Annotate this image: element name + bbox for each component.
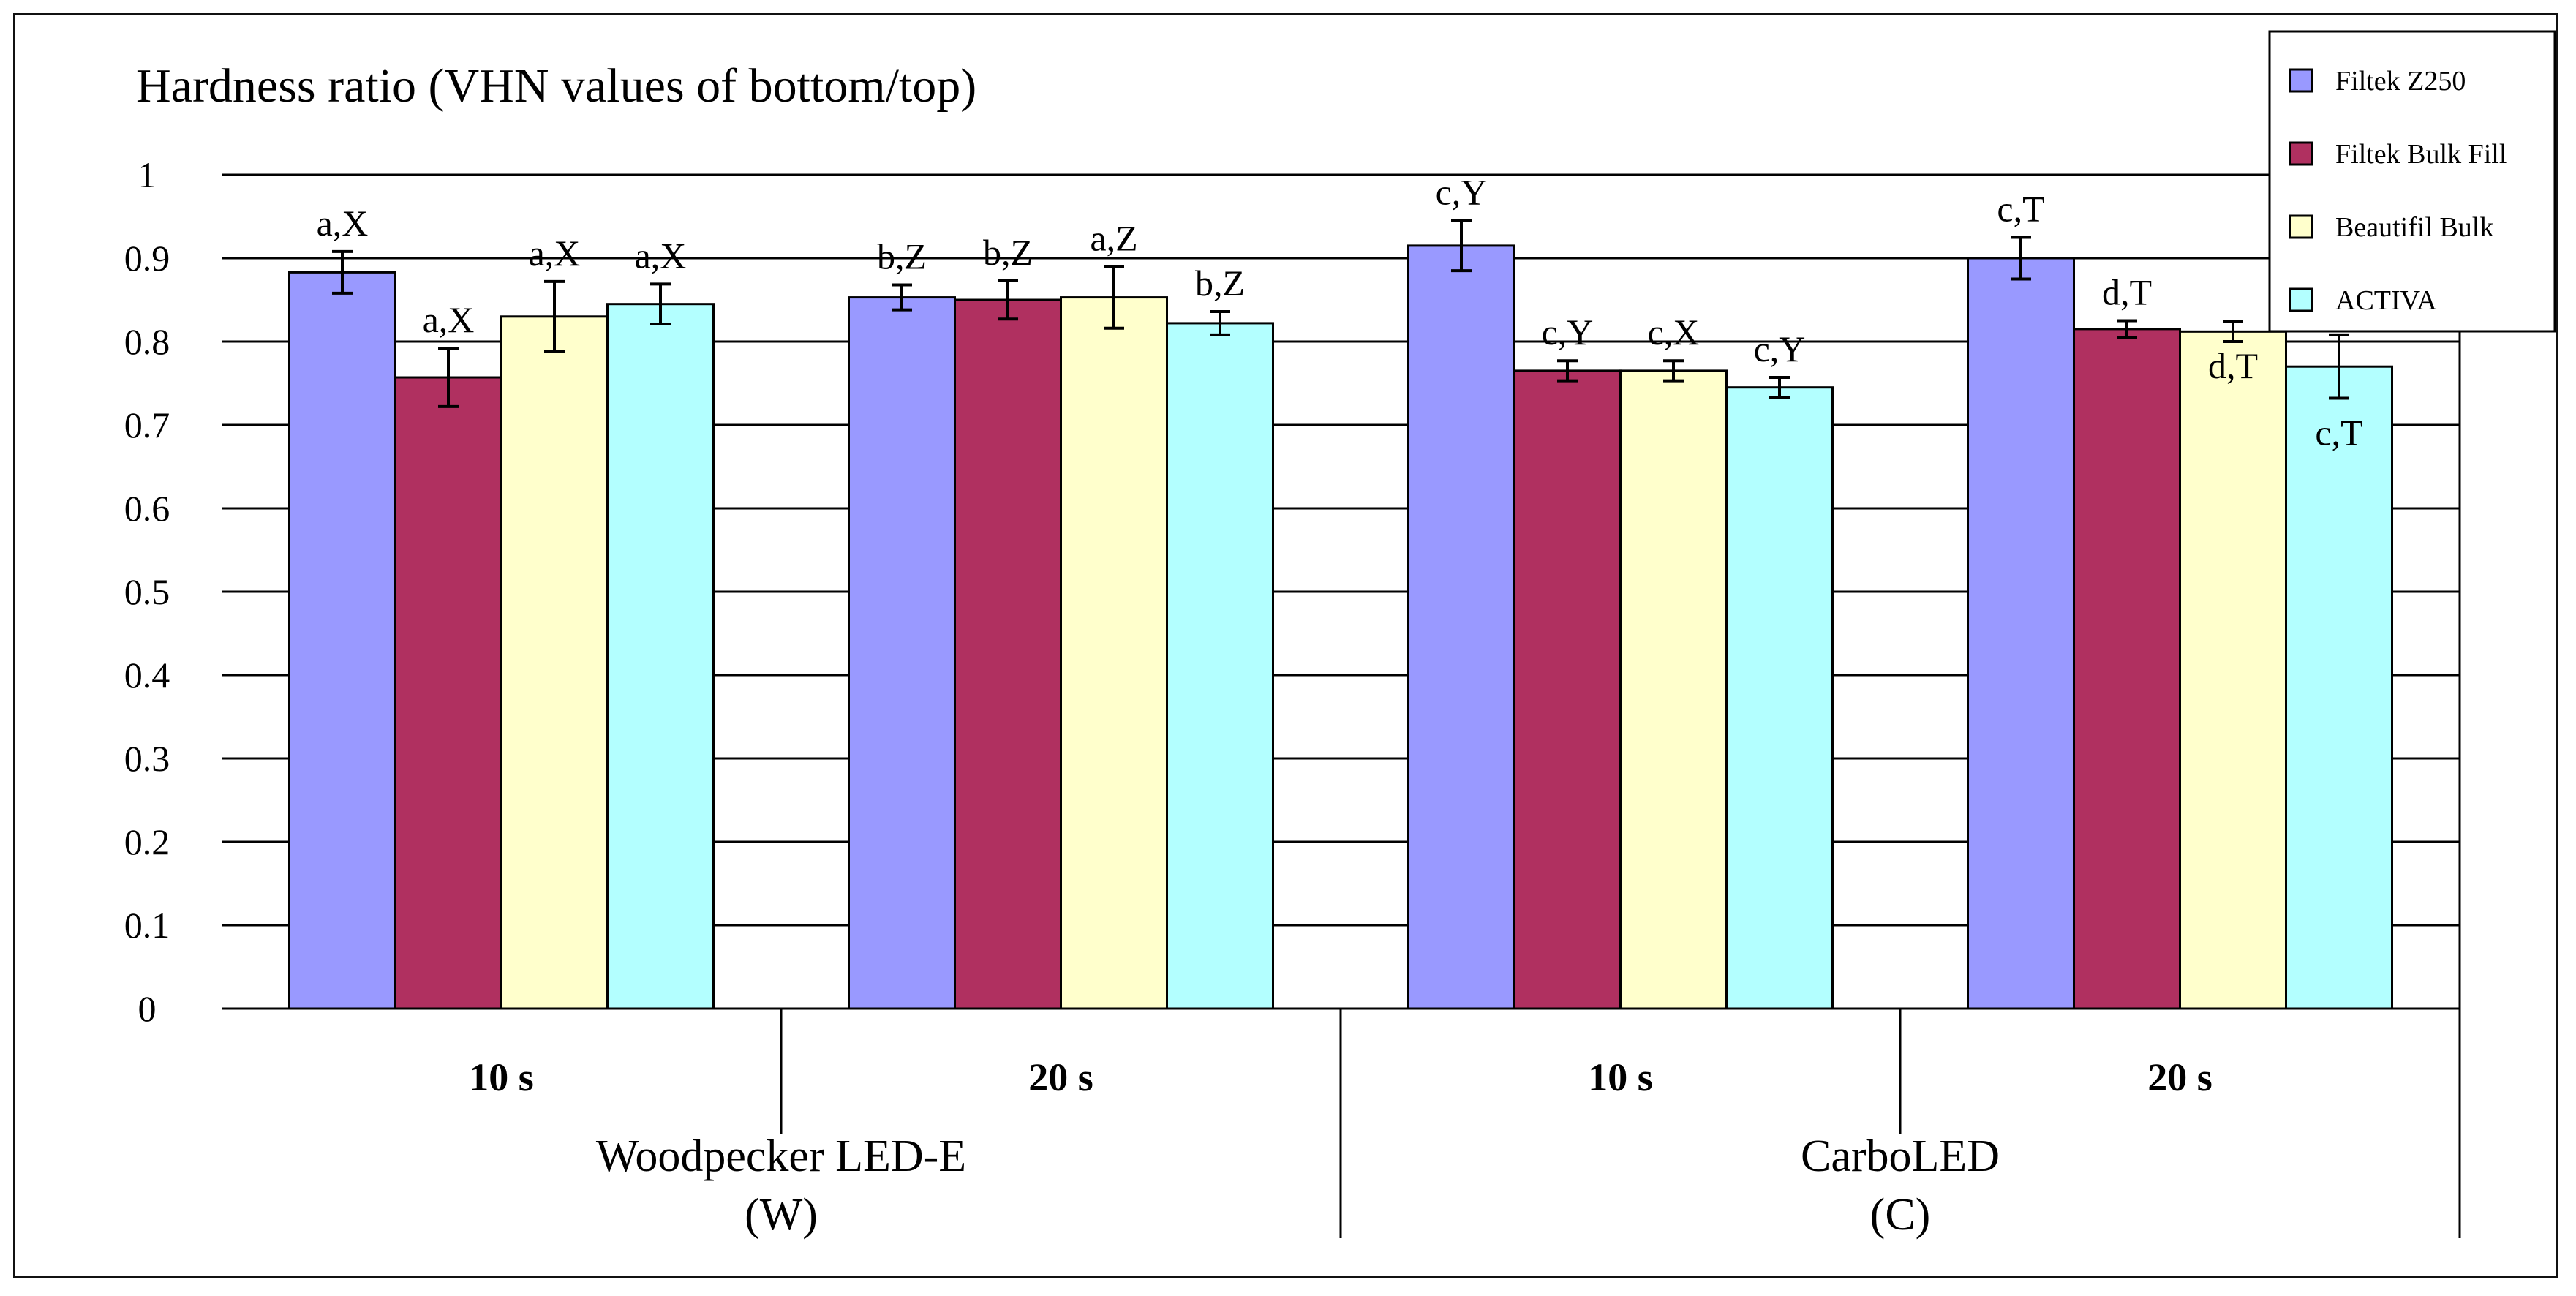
data-label: a,X	[529, 233, 581, 274]
x-category-label: 20 s	[1028, 1055, 1093, 1099]
data-label: b,Z	[983, 232, 1033, 273]
bar-activa-0	[606, 303, 715, 1010]
bar-filtek-z250-3	[1967, 257, 2075, 1010]
y-tick-label: 1	[138, 154, 157, 195]
bar-activa-3	[2285, 365, 2393, 1010]
y-tick-label: 0.6	[124, 488, 170, 529]
legend-box	[2268, 30, 2556, 333]
y-tick-label: 0.2	[124, 821, 170, 862]
y-tick-label: 0.5	[124, 571, 170, 612]
y-tick-label: 0.4	[124, 655, 170, 696]
data-label: c,T	[2315, 412, 2362, 453]
group-sublabel: (W)	[745, 1190, 818, 1240]
group-label: Woodpecker LED-E	[596, 1131, 966, 1181]
legend-label: Filtek Bulk Fill	[2335, 139, 2507, 170]
data-label: c,T	[1997, 189, 2044, 230]
legend-swatch	[2289, 141, 2313, 166]
group-sublabel: (C)	[1870, 1190, 1931, 1240]
data-label: c,X	[1648, 312, 1700, 353]
bar-filtek-z250-1	[848, 296, 956, 1010]
legend-swatch	[2289, 287, 2313, 312]
legend-swatch	[2289, 214, 2313, 239]
y-tick-label: 0.3	[124, 738, 170, 779]
bar-activa-1	[1166, 322, 1274, 1010]
bar-beautifil-bulk-2	[1619, 369, 1728, 1010]
data-label: a,X	[317, 203, 369, 244]
bar-filtek-z250-2	[1407, 244, 1515, 1010]
legend-label: Filtek Z250	[2335, 66, 2466, 97]
y-tick-label: 0.1	[124, 905, 170, 946]
bar-beautifil-bulk-3	[2179, 330, 2287, 1010]
bar-filtek-bulk-fill-3	[2073, 328, 2181, 1010]
y-tick-label: 0	[138, 988, 157, 1029]
data-label: d,T	[2102, 272, 2152, 313]
bar-filtek-bulk-fill-1	[954, 298, 1062, 1010]
bar-filtek-bulk-fill-2	[1513, 369, 1622, 1010]
bar-filtek-z250-0	[288, 271, 396, 1010]
legend-label: ACTIVA	[2335, 285, 2437, 316]
data-label: a,X	[423, 299, 475, 340]
bar-chart: Hardness ratio (VHN values of bottom/top…	[124, 30, 2556, 1240]
data-label: b,Z	[1195, 263, 1245, 304]
data-label: c,Y	[1436, 172, 1488, 213]
data-label: b,Z	[877, 236, 927, 276]
chart-frame: Hardness ratio (VHN values of bottom/top…	[13, 13, 2558, 1278]
legend-label: Beautifil Bulk	[2335, 212, 2493, 243]
y-tick-label: 0.7	[124, 404, 170, 445]
y-tick-label: 0.8	[124, 321, 170, 362]
x-category-label: 10 s	[1588, 1055, 1653, 1099]
data-label: a,X	[635, 235, 687, 276]
data-label: c,Y	[1542, 312, 1594, 353]
bar-beautifil-bulk-0	[500, 315, 609, 1010]
y-tick-label: 0.9	[124, 238, 170, 279]
chart-title: Hardness ratio (VHN values of bottom/top…	[136, 59, 976, 113]
data-label: c,Y	[1754, 328, 1806, 369]
data-label: a,Z	[1090, 217, 1137, 258]
group-label: CarboLED	[1801, 1131, 2000, 1181]
legend-swatch	[2289, 68, 2313, 93]
x-category-label: 20 s	[2147, 1055, 2212, 1099]
bar-filtek-bulk-fill-0	[394, 376, 502, 1010]
data-label: d,T	[2208, 345, 2258, 386]
x-category-label: 10 s	[469, 1055, 534, 1099]
bar-beautifil-bulk-1	[1060, 296, 1168, 1010]
bar-activa-2	[1725, 386, 1834, 1010]
